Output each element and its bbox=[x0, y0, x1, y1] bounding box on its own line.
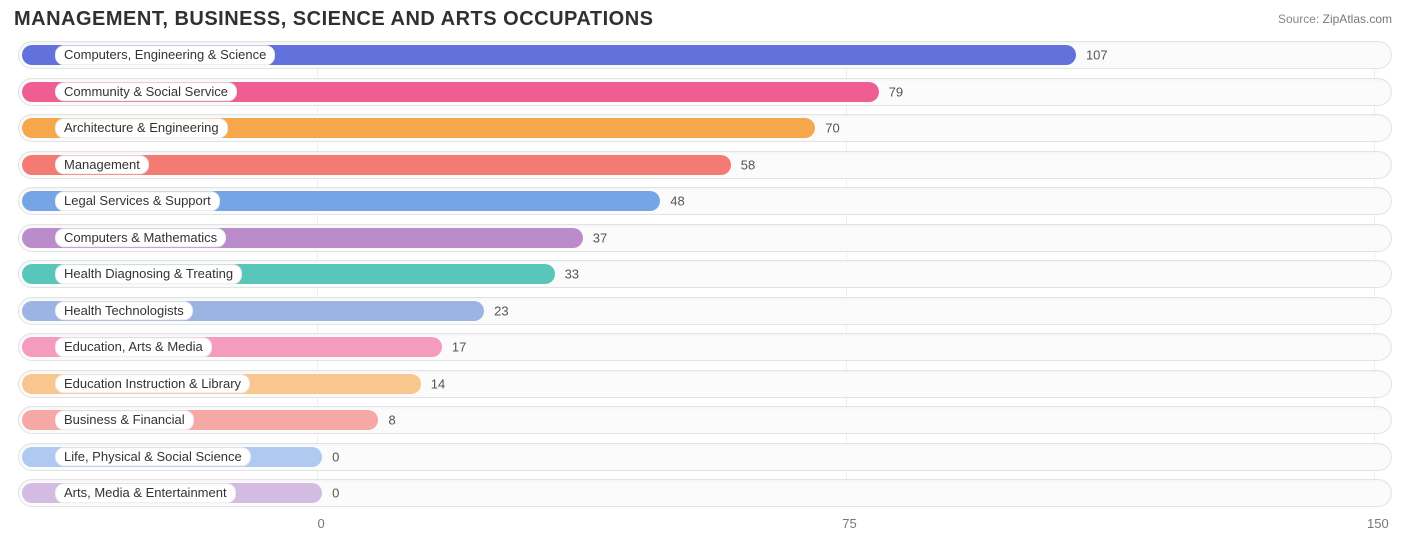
bar-category-label: Community & Social Service bbox=[55, 82, 237, 102]
x-tick: 0 bbox=[317, 516, 324, 531]
bar-track: Health Diagnosing & Treating 33 bbox=[18, 260, 1392, 288]
bar-track: Community & Social Service 79 bbox=[18, 78, 1392, 106]
bar-value-label: 48 bbox=[670, 194, 684, 209]
bar-category-label: Computers & Mathematics bbox=[55, 228, 226, 248]
x-tick: 75 bbox=[842, 516, 856, 531]
bar-value-label: 107 bbox=[1086, 48, 1108, 63]
bar-category-label: Health Technologists bbox=[55, 301, 193, 321]
x-tick: 150 bbox=[1367, 516, 1389, 531]
source-attribution: Source: ZipAtlas.com bbox=[1278, 8, 1392, 26]
bar-category-label: Arts, Media & Entertainment bbox=[55, 483, 236, 503]
bar-category-label: Business & Financial bbox=[55, 410, 194, 430]
bar-track: Computers & Mathematics 37 bbox=[18, 224, 1392, 252]
bar-track: Business & Financial 8 bbox=[18, 406, 1392, 434]
source-name: ZipAtlas.com bbox=[1323, 12, 1392, 26]
bar-category-label: Education Instruction & Library bbox=[55, 374, 250, 394]
bar-value-label: 23 bbox=[494, 303, 508, 318]
bar-track: Legal Services & Support 48 bbox=[18, 187, 1392, 215]
bar-value-label: 58 bbox=[741, 157, 755, 172]
bar-category-label: Education, Arts & Media bbox=[55, 337, 212, 357]
chart-title: MANAGEMENT, BUSINESS, SCIENCE AND ARTS O… bbox=[14, 8, 653, 31]
bar-category-label: Health Diagnosing & Treating bbox=[55, 264, 242, 284]
bar-list: Computers, Engineering & Science 107 Commu… bbox=[18, 41, 1392, 507]
bar-track: Health Technologists 23 bbox=[18, 297, 1392, 325]
source-label: Source: bbox=[1278, 12, 1319, 26]
bar-track: Management 58 bbox=[18, 151, 1392, 179]
bar-value-label: 0 bbox=[332, 486, 339, 501]
chart-area: Computers, Engineering & Science 107 Commu… bbox=[14, 41, 1392, 540]
bar-category-label: Architecture & Engineering bbox=[55, 118, 228, 138]
bar-value-label: 14 bbox=[431, 376, 445, 391]
bar-category-label: Legal Services & Support bbox=[55, 191, 220, 211]
bar-value-label: 37 bbox=[593, 230, 607, 245]
bar-track: Arts, Media & Entertainment 0 bbox=[18, 479, 1392, 507]
bar-value-label: 0 bbox=[332, 449, 339, 464]
bar-category-label: Life, Physical & Social Science bbox=[55, 447, 251, 467]
header: MANAGEMENT, BUSINESS, SCIENCE AND ARTS O… bbox=[14, 8, 1392, 31]
bar-value-label: 33 bbox=[565, 267, 579, 282]
bar-value-label: 17 bbox=[452, 340, 466, 355]
bar-category-label: Management bbox=[55, 155, 149, 175]
bar-value-label: 70 bbox=[825, 121, 839, 136]
bar-value-label: 79 bbox=[889, 84, 903, 99]
bar-track: Computers, Engineering & Science 107 bbox=[18, 41, 1392, 69]
bar-track: Education, Arts & Media 17 bbox=[18, 333, 1392, 361]
bar-value-label: 8 bbox=[388, 413, 395, 428]
x-axis: 0 75 150 bbox=[18, 516, 1392, 540]
bar-category-label: Computers, Engineering & Science bbox=[55, 45, 275, 65]
bar-track: Architecture & Engineering 70 bbox=[18, 114, 1392, 142]
bar-track: Life, Physical & Social Science 0 bbox=[18, 443, 1392, 471]
bar-track: Education Instruction & Library 14 bbox=[18, 370, 1392, 398]
chart-container: MANAGEMENT, BUSINESS, SCIENCE AND ARTS O… bbox=[0, 0, 1406, 558]
